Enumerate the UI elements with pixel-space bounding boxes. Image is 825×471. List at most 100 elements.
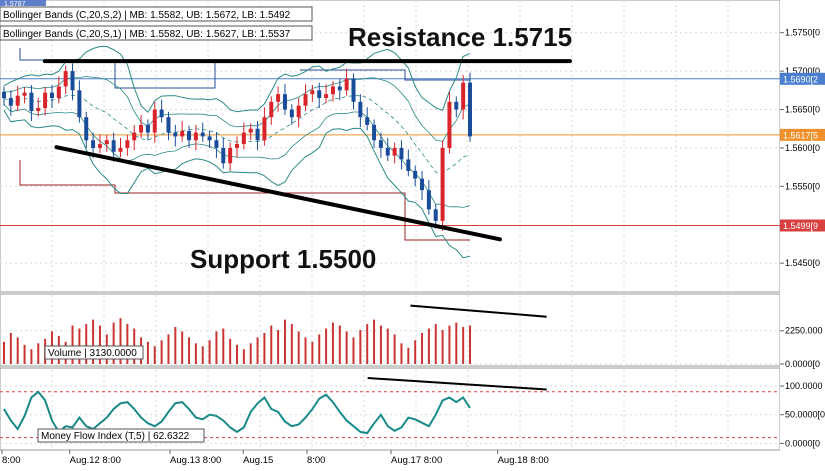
candle-body	[207, 136, 212, 141]
candle-body	[248, 128, 253, 133]
indicator-legend: Bollinger Bands (C,20,S,2) | MB: 1.5582,…	[0, 0, 313, 41]
candle-body	[399, 147, 404, 160]
candlesticks	[2, 63, 472, 231]
volume-tick-label: 0.0000[0	[785, 359, 820, 369]
mfi-series	[3, 390, 471, 435]
candle-body	[63, 71, 68, 87]
candle-body	[385, 147, 390, 156]
price-marker-label: 1.5617[5	[783, 130, 818, 140]
trend-annotations	[42, 59, 572, 391]
candle-body	[282, 94, 287, 110]
candle-body	[8, 98, 13, 106]
resistance-label: Resistance 1.5715	[348, 22, 572, 52]
candle-body	[214, 140, 219, 148]
candle-body	[173, 132, 178, 137]
candle-body	[337, 86, 342, 91]
price-marker-tag	[780, 72, 825, 85]
mfi-line	[3, 390, 471, 435]
bollinger-label-1: Bollinger Bands (C,20,S,2) | MB: 1.5582,…	[3, 10, 291, 21]
candle-body	[166, 117, 171, 133]
candle-body	[358, 101, 363, 118]
volume-tick-label: 2250.000	[785, 326, 823, 336]
mfi-tick-label: 100.0000	[785, 381, 823, 391]
support-label: Support 1.5500	[190, 244, 376, 274]
candle-body	[392, 147, 397, 156]
candle-body	[125, 140, 130, 148]
candle-body	[97, 144, 102, 148]
candle-body	[262, 117, 267, 141]
candle-body	[433, 209, 438, 221]
volume-label-box	[44, 345, 144, 360]
top-price-tag	[0, 0, 46, 6]
bollinger-lower-band	[3, 110, 471, 259]
mfi-tick-label: 0.0000[0	[785, 438, 820, 448]
price-marker-tag	[780, 128, 825, 141]
x-tick-label: Aug.18 8:00	[498, 455, 549, 466]
candle-body	[132, 132, 137, 141]
candle-body	[159, 109, 164, 118]
mfi-label-box	[37, 428, 205, 443]
candle-body	[324, 94, 329, 98]
top-price-tag-text: 1.5787	[4, 1, 26, 8]
indicator-label-box-2	[0, 25, 313, 41]
candle-body	[296, 105, 301, 118]
candle-body	[255, 128, 260, 141]
candle-body	[49, 92, 54, 98]
candle-body	[413, 170, 418, 179]
candle-body	[193, 132, 198, 141]
y-axis-labels[interactable]: 1.5750[0 1.5700[0 1.5650[0 1.5600[0 1.5550[0…	[780, 28, 825, 449]
candle-body	[56, 86, 61, 98]
candle-body	[2, 91, 6, 98]
mfi-divergence-line	[367, 377, 547, 391]
price-tick-label: 1.5550[0	[785, 181, 820, 191]
volume-label: Volume | 3130.0000	[48, 348, 137, 359]
candle-body	[187, 131, 192, 141]
candle-body	[365, 117, 370, 125]
candle-body	[420, 178, 425, 191]
price-marker-label: 1.5690[2	[783, 74, 818, 84]
x-tick-label: 8:00	[2, 455, 21, 466]
candle-body	[180, 131, 185, 137]
price-tick-label: 1.5750[0	[785, 28, 820, 38]
range-lines	[0, 48, 780, 241]
candle-body	[241, 132, 246, 145]
x-tick-label: Aug.12 8:00	[70, 455, 121, 466]
candle-body	[111, 140, 116, 152]
candle-body	[77, 90, 82, 118]
candle-body	[406, 159, 411, 171]
x-tick-label: Aug.15	[243, 455, 273, 466]
candle-body	[289, 109, 294, 118]
candle-body	[372, 124, 377, 141]
candle-body	[145, 124, 150, 133]
candle-body	[351, 78, 356, 102]
candle-body	[461, 82, 466, 110]
x-tick-label: Aug.13 8:00	[170, 455, 221, 466]
prior-high-range	[19, 48, 216, 89]
x-tick-label: 8:00	[307, 455, 326, 466]
candle-body	[91, 140, 96, 148]
price-tick-label: 1.5600[0	[785, 143, 820, 153]
candle-body	[15, 95, 20, 106]
candle-body	[84, 117, 89, 141]
price-panel-bg	[0, 0, 781, 293]
candle-body	[310, 90, 315, 95]
candle-body	[228, 147, 233, 164]
mfi-label: Money Flow Index (T,5) | 62.6322	[41, 431, 190, 442]
candle-body	[330, 86, 335, 95]
support-line	[54, 145, 502, 242]
candle-body	[440, 147, 445, 221]
x-axis-labels: 8:00 Aug.12 8:00 Aug.13 8:00 Aug.15 8:00 Aug.…	[0, 449, 780, 466]
bollinger-label-2: Bollinger Bands (C,20,S,1) | MB: 1.5582,…	[3, 29, 291, 40]
candle-body	[139, 124, 144, 133]
indicator-label-box-1	[0, 6, 313, 22]
candle-body	[454, 101, 459, 110]
price-marker-tag	[780, 219, 825, 232]
prior-high-range	[300, 69, 470, 81]
candle-body	[344, 78, 349, 91]
candle-body	[317, 90, 322, 98]
candle-body	[221, 147, 226, 164]
candle-body	[468, 82, 472, 137]
prior-low-range	[19, 160, 470, 241]
